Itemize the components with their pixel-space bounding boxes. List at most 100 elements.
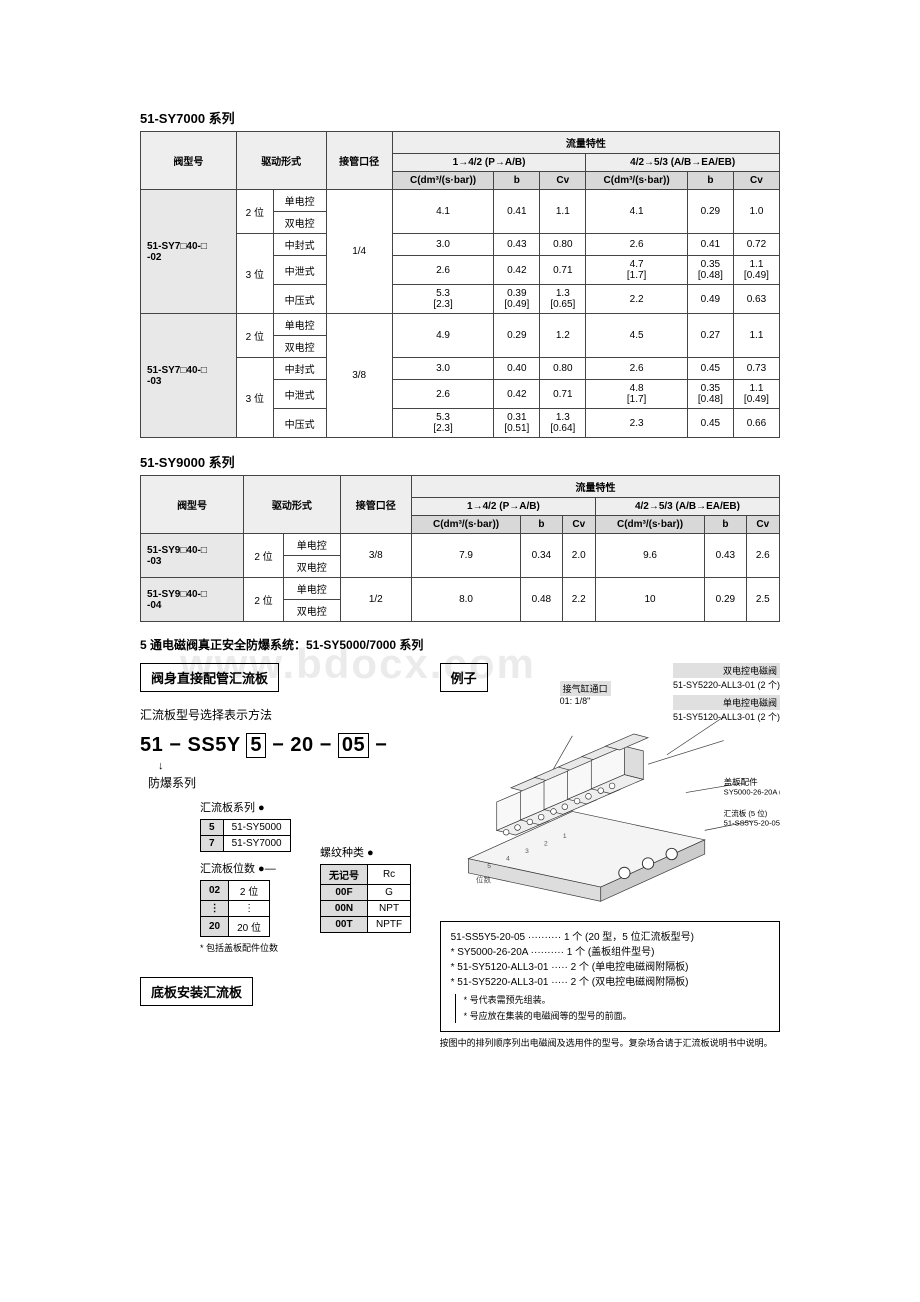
c1: 3.0 bbox=[392, 358, 494, 380]
note2: * 号应放在集装的电磁阀等的型号的前面。 bbox=[464, 1010, 769, 1024]
parts-list-box: 51-SS5Y5-20-05 ·········· 1 个 (20 型，5 位汇… bbox=[440, 921, 780, 1032]
hdr-b2: b bbox=[687, 172, 733, 190]
note1: * 号代表需预先组装。 bbox=[464, 994, 769, 1008]
c2: 9.6 bbox=[595, 534, 704, 578]
cv1: 1.3[0.65] bbox=[540, 285, 586, 314]
hdr-drive9: 驱动形式 bbox=[244, 476, 341, 534]
b2: 0.35[0.48] bbox=[687, 256, 733, 285]
cv2: 2.6 bbox=[746, 534, 779, 578]
cv2: 0.63 bbox=[733, 285, 779, 314]
pos-cell: 3 位 bbox=[236, 234, 273, 314]
port-cell: 1/2 bbox=[340, 578, 411, 622]
thread-table: 无记号Rc00FG00NNPT00TNPTF bbox=[320, 864, 411, 933]
code-cell: 5 bbox=[201, 820, 224, 836]
cv1: 0.71 bbox=[540, 380, 586, 409]
pn-mid: − 20 − bbox=[272, 734, 332, 756]
cover-pn: SY5000-26-20A (1 个) bbox=[723, 787, 780, 796]
explosion-series-label: 防爆系列 bbox=[148, 774, 422, 791]
code-cell: 00T bbox=[321, 917, 368, 933]
sy7000-table: 阀型号 驱动形式 接管口径 流量特性 1→4/2 (P→A/B) 4/2→5/3… bbox=[140, 131, 780, 438]
b2: 0.45 bbox=[687, 358, 733, 380]
name-cell: Rc bbox=[368, 865, 411, 885]
b1: 0.31[0.51] bbox=[494, 409, 540, 438]
hdr-cv2: Cv bbox=[733, 172, 779, 190]
dual-sol-label: 双电控电磁阀 bbox=[673, 663, 780, 678]
positions-table: 022 位⋮⋮2020 位 bbox=[200, 880, 270, 937]
cv2: 0.66 bbox=[733, 409, 779, 438]
svg-text:3: 3 bbox=[525, 848, 529, 855]
b1: 0.43 bbox=[494, 234, 540, 256]
cv1: 2.0 bbox=[562, 534, 595, 578]
port-val: 01: 1/8" bbox=[560, 696, 611, 706]
drive-cell: 双电控 bbox=[283, 556, 340, 578]
cv1: 0.71 bbox=[540, 256, 586, 285]
b2: 0.27 bbox=[687, 314, 733, 358]
code-cell: ⋮ bbox=[201, 901, 229, 917]
hdr-drive: 驱动形式 bbox=[236, 132, 326, 190]
b1: 0.42 bbox=[494, 256, 540, 285]
cv2: 0.73 bbox=[733, 358, 779, 380]
positions-note: * 包括盖板配件位数 bbox=[200, 941, 422, 954]
direct-piping-label: 阀身直接配管汇流板 bbox=[140, 663, 279, 692]
hdr-flow1: 1→4/2 (P→A/B) bbox=[392, 154, 586, 172]
hdr-port: 接管口径 bbox=[326, 132, 392, 190]
hdr-cv1: Cv bbox=[540, 172, 586, 190]
c2: 2.6 bbox=[586, 234, 688, 256]
pos-cell: 2 位 bbox=[244, 534, 284, 578]
pn-prefix: 51 − SS5Y bbox=[140, 734, 240, 756]
manifold-series-table: 551-SY5000751-SY7000 bbox=[200, 819, 291, 852]
c1: 4.1 bbox=[392, 190, 494, 234]
b1: 0.39[0.49] bbox=[494, 285, 540, 314]
drive-cell: 双电控 bbox=[273, 336, 326, 358]
cv2: 1.1 bbox=[733, 314, 779, 358]
hdr9-cv2: Cv bbox=[746, 516, 779, 534]
parts-row: * 51-SY5220-ALL3-01 ····· 2 个 (双电控电磁阀附隔板… bbox=[451, 975, 769, 990]
cv1: 0.80 bbox=[540, 234, 586, 256]
drive-cell: 中泄式 bbox=[273, 380, 326, 409]
code-cell: 02 bbox=[201, 881, 229, 901]
parts-row: * SY5000-26-20A ·········· 1 个 (盖板组件型号) bbox=[451, 945, 769, 960]
b1: 0.41 bbox=[494, 190, 540, 234]
sy7000-title: 51-SY7000 系列 bbox=[140, 108, 780, 127]
cv2: 2.5 bbox=[746, 578, 779, 622]
b2: 0.49 bbox=[687, 285, 733, 314]
pos-cell: 2 位 bbox=[236, 314, 273, 358]
hdr-flow2-9: 4/2→5/3 (A/B→EA/EB) bbox=[595, 498, 779, 516]
drive-cell: 双电控 bbox=[283, 600, 340, 622]
hdr-flow1-9: 1→4/2 (P→A/B) bbox=[411, 498, 595, 516]
cv1: 0.80 bbox=[540, 358, 586, 380]
b1: 0.48 bbox=[521, 578, 562, 622]
c2: 2.2 bbox=[586, 285, 688, 314]
cv2: 1.1[0.49] bbox=[733, 256, 779, 285]
hdr-b1: b bbox=[494, 172, 540, 190]
manifold-subtitle: 5 通电磁阀真正安全防爆系统：51-SY5000/7000 系列 bbox=[140, 636, 780, 653]
name-cell: ⋮ bbox=[229, 901, 270, 917]
drive-cell: 中压式 bbox=[273, 285, 326, 314]
name-cell: G bbox=[368, 885, 411, 901]
drive-cell: 中封式 bbox=[273, 234, 326, 256]
c2: 4.1 bbox=[586, 190, 688, 234]
cv1: 1.3[0.64] bbox=[540, 409, 586, 438]
manifold-pn: 51-SS5Y5-20-05 bbox=[723, 819, 779, 828]
drive-cell: 中封式 bbox=[273, 358, 326, 380]
port-cell: 3/8 bbox=[326, 314, 392, 438]
b2: 0.29 bbox=[687, 190, 733, 234]
hdr9-b2: b bbox=[705, 516, 746, 534]
cv1: 1.2 bbox=[540, 314, 586, 358]
hdr-model: 阀型号 bbox=[141, 132, 237, 190]
port-cell: 3/8 bbox=[340, 534, 411, 578]
cv2: 1.1[0.49] bbox=[733, 380, 779, 409]
c1: 7.9 bbox=[411, 534, 520, 578]
c2: 10 bbox=[595, 578, 704, 622]
hdr-flow9: 流量特性 bbox=[411, 476, 779, 498]
sy9000-table: 阀型号 驱动形式 接管口径 流量特性 1→4/2 (P→A/B) 4/2→5/3… bbox=[140, 475, 780, 622]
b2: 0.43 bbox=[705, 534, 746, 578]
config-title: 汇流板型号选择表示方法 bbox=[140, 706, 422, 723]
model-cell: 51-SY7□40-□-03 bbox=[141, 314, 237, 438]
hdr9-b1: b bbox=[521, 516, 562, 534]
b1: 0.34 bbox=[521, 534, 562, 578]
hdr9-c1: C(dm³/(s·bar)) bbox=[411, 516, 520, 534]
svg-text:1: 1 bbox=[563, 833, 567, 840]
example-title: 例子 bbox=[440, 663, 488, 692]
pos-cell: 2 位 bbox=[244, 578, 284, 622]
